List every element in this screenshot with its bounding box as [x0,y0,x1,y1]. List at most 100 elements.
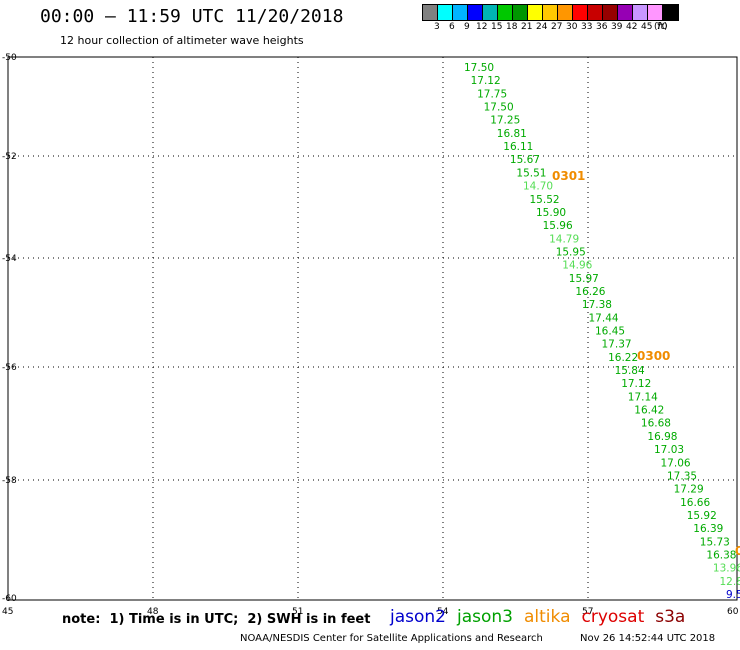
satellite-jason2: jason2 [390,607,446,627]
legend-swatch [543,5,558,20]
wave-height-label: 14.70 [523,181,553,193]
wave-height-label: 17.14 [628,391,658,403]
legend-label: 27 [551,22,563,32]
wave-height-label: 17.35 [667,470,697,482]
wave-height-label: 17.03 [654,444,684,456]
legend-label: 39 [611,22,623,32]
y-tick-label: -58 [2,476,17,486]
wave-height-label: 16.66 [680,497,710,509]
map-subtitle: 12 hour collection of altimeter wave hei… [60,34,304,47]
pass-time-label: 0 [735,544,740,558]
wave-height-label: 15.51 [516,167,546,179]
legend-swatch [483,5,498,20]
wave-height-label: 12.80 [720,576,740,588]
wave-height-label: 17.29 [674,484,704,496]
x-tick-label: 48 [147,607,159,617]
wave-height-label: 15.73 [700,536,730,548]
wave-height-label: 14.79 [549,233,579,245]
legend-swatch [528,5,543,20]
legend-label: 6 [449,22,455,32]
wave-height-label: 16.26 [575,286,605,298]
legend-label: 12 [476,22,488,32]
wave-height-label: 16.45 [595,326,625,338]
wave-height-label: 16.39 [693,523,723,535]
wave-height-label: 17.75 [477,88,507,100]
x-tick-label: 60 [727,607,739,617]
generated-timestamp: Nov 26 14:52:44 UTC 2018 [580,633,716,644]
wave-height-label: 15.97 [569,273,599,285]
legend-swatch [513,5,528,20]
wave-height-label: 15.92 [687,510,717,522]
wave-height-label: 17.25 [490,115,520,127]
legend-label: 36 [596,22,608,32]
wave-height-label: 17.38 [582,299,612,311]
wave-height-label: 16.68 [641,418,671,430]
y-tick-label: -60 [2,594,17,604]
legend-label: 9 [464,22,470,32]
wave-height-label: 15.67 [510,154,540,166]
legend-label: 24 [536,22,548,32]
map-title: 00:00 – 11:59 UTC 11/20/2018 [40,6,344,27]
y-tick-label: -54 [2,254,17,264]
legend-label: 30 [566,22,578,32]
legend-swatch [618,5,633,20]
legend-swatch [603,5,618,20]
wave-height-label: 17.12 [621,378,651,390]
legend-swatch [588,5,603,20]
legend-swatch [573,5,588,20]
y-tick-label: -52 [2,152,17,162]
y-tick-label: -50 [2,53,17,63]
wave-height-label: 15.84 [615,365,645,377]
wave-height-label: 15.90 [536,207,566,219]
legend-label: 45 [641,22,653,32]
satellite-cryosat: cryosat [581,607,645,627]
legend-label: 70 [656,22,668,32]
wave-height-label: 17.50 [464,62,494,74]
legend-label: 15 [491,22,503,32]
wave-height-label: 16.22 [608,352,638,364]
wave-height-label: 17.12 [471,75,501,87]
x-tick-label: 57 [582,607,593,617]
pass-time-label: 0300 [637,349,670,363]
wave-height-label: 14.96 [562,260,592,272]
satellite-jason3: jason3 [457,607,513,627]
wave-height-label: 16.81 [497,128,527,140]
wave-height-label: 16.11 [503,141,533,153]
wave-height-label: 15.96 [543,220,573,232]
legend-label: (ft) [654,22,668,32]
wave-height-label: 9.5 [726,589,740,601]
x-tick-label: 54 [437,607,449,617]
wave-height-label: 16.98 [647,431,677,443]
satellite-altika: altika [524,607,571,627]
legend-swatch [468,5,483,20]
legend-swatch [648,5,663,20]
wave-height-label: 15.52 [530,194,560,206]
satellite-legend: jason2 jason3 altika cryosat s3a [390,607,696,627]
legend-swatch [453,5,468,20]
legend-label: 18 [506,22,518,32]
legend-label: 33 [581,22,593,32]
legend-swatch [558,5,573,20]
x-tick-label: 51 [292,607,303,617]
legend-label: 42 [626,22,638,32]
legend-label: 3 [434,22,440,32]
wave-height-label: 16.42 [634,405,664,417]
wave-height-label: 16.38 [706,550,736,562]
y-tick-label: -56 [2,363,17,373]
legend-label: 21 [521,22,533,32]
legend-swatch [633,5,648,20]
wave-height-label: 17.06 [661,457,691,469]
legend-swatch [423,5,438,20]
map-frame [7,56,738,601]
units-note: note: 1) Time is in UTC; 2) SWH is in fe… [62,612,371,627]
wave-height-label: 17.44 [589,312,619,324]
wave-height-label: 17.37 [602,339,632,351]
legend-swatch [438,5,453,20]
legend-swatch [498,5,513,20]
color-scale-legend [422,4,679,21]
wave-height-label: 17.50 [484,102,514,114]
legend-swatch [663,5,678,20]
credit-line: NOAA/NESDIS Center for Satellite Applica… [240,633,543,644]
satellite-s3a: s3a [655,607,686,627]
